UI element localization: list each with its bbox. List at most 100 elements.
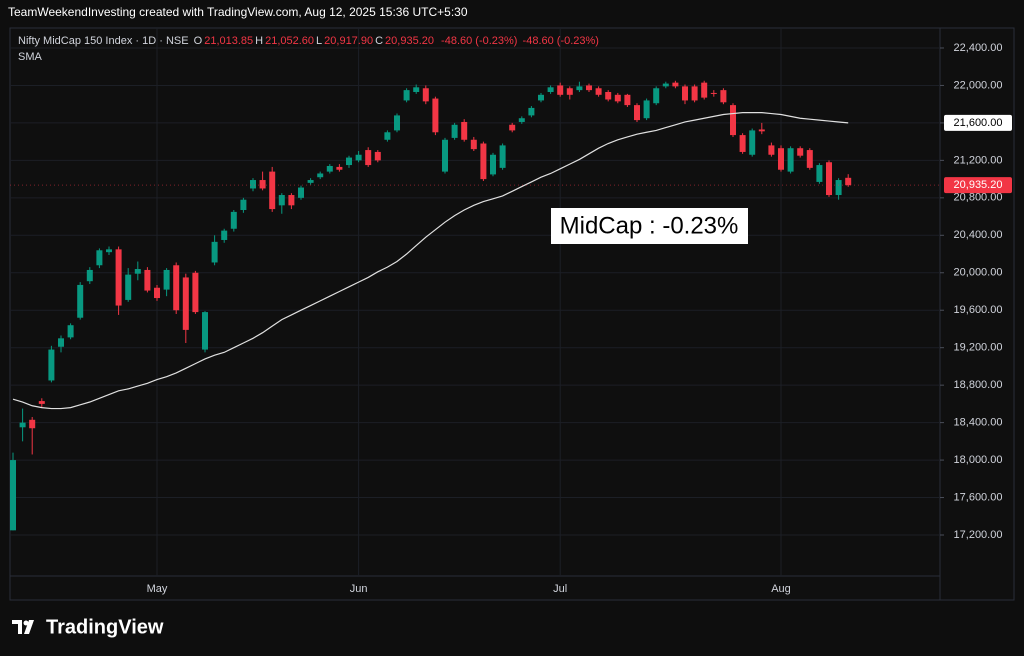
candle-body: [499, 145, 506, 168]
candle-body: [816, 165, 823, 182]
logo: TradingView: [12, 616, 164, 638]
sma-price-label: 21,600.00: [954, 117, 1003, 129]
candle-body: [77, 284, 84, 318]
y-tick-label: 17,600.00: [954, 491, 1003, 503]
candle-body: [67, 325, 74, 338]
y-tick-label: 22,400.00: [954, 42, 1003, 54]
candle-body: [374, 151, 381, 161]
candle-body: [413, 87, 420, 93]
candle-body: [710, 92, 717, 94]
candle-body: [720, 90, 727, 103]
ohlc-value: 20,917.90: [324, 35, 374, 47]
annotation: MidCap : -0.23%: [560, 212, 739, 239]
candle-body: [173, 265, 180, 311]
y-tick-label: 19,600.00: [954, 304, 1003, 316]
candle-body: [826, 162, 832, 196]
candle-body: [490, 154, 496, 175]
candle-body: [182, 277, 189, 330]
candle-body: [442, 139, 448, 172]
last-price-tag: [944, 177, 1012, 194]
candle-body: [422, 88, 429, 102]
candle-body: [125, 274, 132, 300]
candle-body: [317, 173, 324, 178]
candle-body: [595, 88, 602, 95]
candle-body: [10, 460, 16, 531]
candle-body: [336, 166, 343, 170]
legend-row: Nifty MidCap 150 Index · 1D · NSE O 21,01…: [18, 33, 601, 49]
candle-body: [835, 180, 842, 196]
candle-body: [307, 180, 314, 183]
candle-body: [538, 94, 544, 101]
candle-body: [240, 199, 247, 211]
y-tick-label: 20,800.00: [954, 192, 1003, 204]
y-tick-label: 17,200.00: [954, 529, 1003, 541]
candle-body: [259, 180, 266, 189]
candle-body: [672, 82, 679, 87]
grid: [10, 28, 940, 576]
candle-body: [701, 82, 708, 98]
candle-body: [547, 87, 554, 93]
y-tick-label: 21,200.00: [954, 154, 1003, 166]
candle-body: [403, 90, 410, 101]
candle-body: [365, 150, 372, 166]
ohlc: O 21,013.85 H 21,052.60 L 20,917.90 C 20,935.20: [194, 35, 436, 47]
candle-body: [29, 419, 36, 429]
candle-body: [134, 269, 141, 274]
candle-body: [787, 148, 794, 172]
candle-body: [566, 88, 573, 95]
candle-body: [586, 85, 592, 91]
legend: Nifty MidCap 150 Index · 1D · NSE O 21,01…: [18, 33, 601, 65]
candle-body: [518, 118, 525, 122]
candle-body: [86, 269, 93, 282]
candle-body: [845, 177, 852, 186]
candle-body: [509, 124, 516, 131]
candle-body: [278, 195, 285, 206]
logo-icon: [12, 620, 34, 634]
ohlc-value: 21,052.60: [265, 35, 315, 47]
candle-body: [662, 83, 669, 87]
candle-body: [605, 92, 612, 100]
ohlc-value: 20,935.20: [385, 35, 434, 47]
candle-body: [326, 165, 333, 172]
candle-body: [528, 107, 535, 116]
candle-body: [106, 249, 112, 253]
candle-body: [576, 86, 583, 91]
ohlc-key: L: [316, 35, 323, 47]
candle-body: [730, 105, 736, 136]
candle-body: [288, 195, 295, 206]
candle-body: [614, 94, 621, 102]
symbol: Nifty MidCap 150 Index · 1D · NSE: [18, 35, 189, 47]
candle-body: [739, 135, 746, 152]
candle-body: [451, 124, 458, 138]
candle-body: [115, 249, 122, 306]
candle-body: [144, 269, 151, 291]
ohlc-value: 21,013.85: [204, 35, 254, 47]
x-tick-label: Jun: [350, 583, 368, 595]
candle-body: [778, 148, 784, 170]
candle-body: [96, 250, 103, 266]
candle-body: [230, 211, 237, 229]
candle-body: [480, 143, 487, 180]
y-tick-label: 20,400.00: [954, 229, 1003, 241]
candle-body: [38, 401, 45, 404]
candle-body: [461, 121, 468, 140]
x-tick-label: May: [147, 583, 168, 595]
x-tick-label: Aug: [771, 583, 791, 595]
sma-line: [12, 112, 849, 410]
ohlc-key: H: [255, 35, 264, 47]
candle-body: [154, 287, 160, 299]
candle-body: [346, 157, 352, 166]
y-tick-label: 19,200.00: [954, 342, 1003, 354]
candle-body: [806, 150, 813, 168]
candle-body: [58, 338, 64, 347]
candle-body: [355, 154, 362, 161]
indicator: SMA: [18, 51, 42, 63]
candle-body: [691, 86, 698, 101]
candle-body: [250, 180, 256, 189]
candle-body: [682, 86, 688, 101]
change-alt: -48.60 (-0.23%): [522, 35, 599, 47]
ohlc-key: C: [375, 35, 384, 47]
candle-body: [202, 312, 208, 350]
